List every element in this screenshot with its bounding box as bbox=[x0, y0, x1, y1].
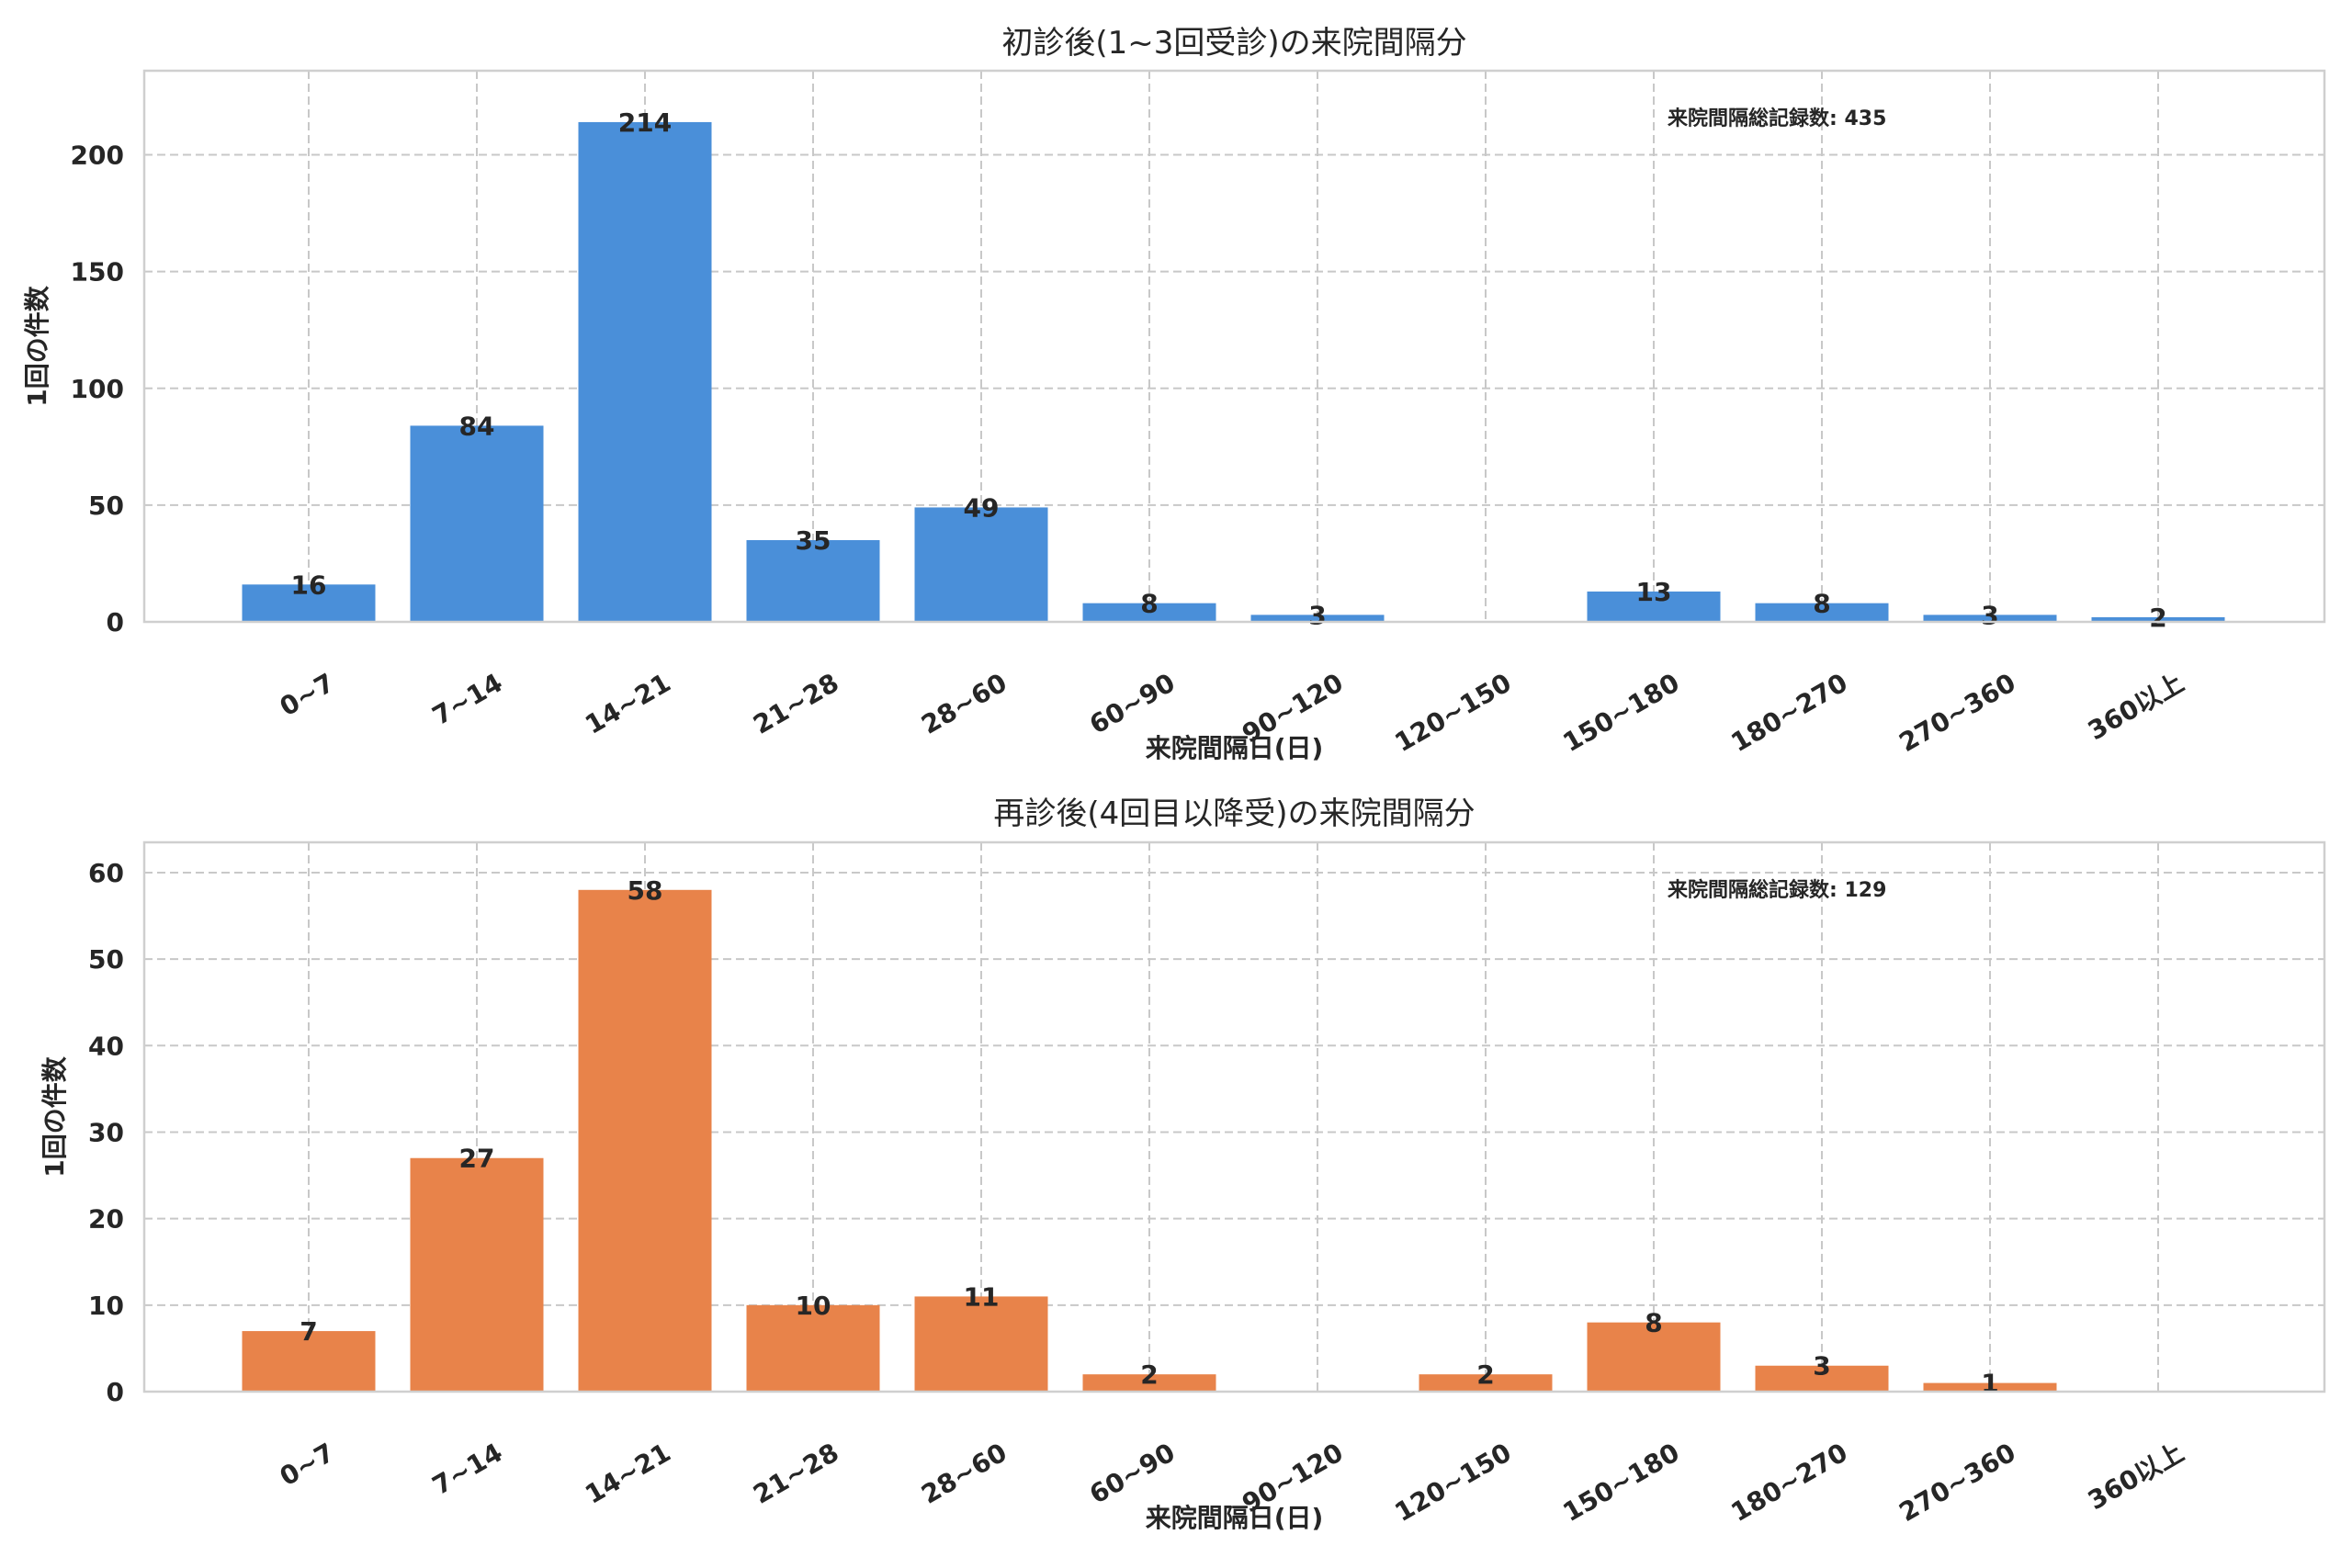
bar bbox=[746, 540, 880, 622]
bar-value-label: 10 bbox=[796, 1291, 831, 1321]
bar-value-label: 13 bbox=[1636, 577, 1672, 607]
bar bbox=[2091, 616, 2225, 622]
y-tick-label: 0 bbox=[107, 1377, 124, 1407]
x-tick-label: 150~180 bbox=[1557, 1437, 1684, 1528]
bar bbox=[914, 507, 1048, 622]
bar-value-label: 49 bbox=[964, 492, 1000, 523]
plot-frame bbox=[142, 840, 2326, 1393]
x-tick-label: 14~21 bbox=[580, 667, 675, 739]
bar-value-label: 1 bbox=[1981, 1369, 1998, 1399]
y-axis-label: 1回の件数 bbox=[40, 1055, 70, 1177]
x-tick-label: 120~150 bbox=[1389, 667, 1516, 758]
bar-value-label: 2 bbox=[1140, 1359, 1158, 1390]
bar bbox=[1250, 615, 1385, 622]
x-tick-label: 7~14 bbox=[427, 1437, 507, 1501]
bar bbox=[410, 425, 544, 622]
bar-value-label: 214 bbox=[618, 107, 672, 138]
x-tick-label: 180~270 bbox=[1725, 667, 1852, 758]
bar-value-label: 7 bbox=[300, 1316, 317, 1347]
bar-value-label: 8 bbox=[1813, 589, 1830, 619]
x-tick-label: 28~60 bbox=[916, 667, 1012, 739]
bar-value-label: 3 bbox=[1308, 600, 1326, 630]
x-tick-label: 28~60 bbox=[916, 1437, 1012, 1509]
bar bbox=[1419, 1374, 1553, 1392]
x-tick-label: 360以上 bbox=[2083, 1437, 2189, 1516]
y-axis-label: 1回の件数 bbox=[22, 285, 52, 406]
bar-value-label: 3 bbox=[1981, 600, 1998, 630]
bar bbox=[1755, 603, 1889, 622]
bar bbox=[1755, 1365, 1889, 1392]
bar bbox=[1923, 1382, 2057, 1392]
y-tick-label: 50 bbox=[88, 944, 124, 975]
bar-value-label: 58 bbox=[628, 875, 663, 906]
bar-value-label: 16 bbox=[291, 570, 327, 600]
bar bbox=[410, 1157, 544, 1392]
y-tick-label: 60 bbox=[88, 858, 124, 888]
x-tick-label: 270~360 bbox=[1894, 1437, 2020, 1528]
bar-value-label: 2 bbox=[2149, 603, 2166, 633]
x-tick-label: 180~270 bbox=[1725, 1437, 1852, 1528]
x-tick-label: 0~7 bbox=[275, 1437, 340, 1492]
x-tick-label: 7~14 bbox=[427, 667, 507, 731]
x-tick-label: 60~90 bbox=[1084, 667, 1180, 739]
bar bbox=[1587, 591, 1721, 622]
bar-value-label: 84 bbox=[459, 411, 495, 441]
chart-1: 初診後(1~3回受診)の来院間隔分 16 84 214 35 49 8 3 13 8 3 2 0 50 10… bbox=[22, 25, 2326, 763]
bar bbox=[578, 121, 712, 623]
bar-value-label: 35 bbox=[796, 525, 831, 556]
y-tick-label: 50 bbox=[88, 491, 124, 521]
bar-value-label: 8 bbox=[1645, 1308, 1662, 1338]
y-tick-label: 0 bbox=[107, 607, 124, 637]
bar bbox=[746, 1304, 880, 1392]
bar bbox=[242, 1331, 376, 1392]
x-tick-label: 0~7 bbox=[275, 667, 340, 722]
x-tick-label: 14~21 bbox=[580, 1437, 675, 1509]
x-tick-label: 60~90 bbox=[1084, 1437, 1180, 1509]
bar bbox=[578, 889, 712, 1392]
y-tick-label: 30 bbox=[88, 1117, 124, 1147]
y-tick-label: 40 bbox=[88, 1031, 124, 1061]
bar-value-label: 3 bbox=[1813, 1351, 1830, 1382]
x-axis-label: 来院間隔日(日) bbox=[1146, 733, 1324, 763]
x-tick-label: 120~150 bbox=[1389, 1437, 1516, 1528]
bar bbox=[914, 1296, 1048, 1392]
y-tick-label: 20 bbox=[88, 1204, 124, 1235]
x-axis-label: 来院間隔日(日) bbox=[1146, 1503, 1324, 1533]
y-tick-label: 200 bbox=[71, 141, 124, 171]
total-count-annotation: 来院間隔総記録数: 435 bbox=[1667, 107, 1886, 130]
bar bbox=[1082, 603, 1216, 622]
y-tick-label: 150 bbox=[71, 257, 124, 288]
x-tick-label: 21~28 bbox=[748, 667, 843, 739]
total-count-annotation: 来院間隔総記録数: 129 bbox=[1667, 878, 1886, 902]
bar bbox=[1082, 1374, 1216, 1392]
bar bbox=[1587, 1322, 1721, 1392]
bar bbox=[242, 584, 376, 622]
chart-title: 初診後(1~3回受診)の来院間隔分 bbox=[1001, 25, 1466, 62]
plot-frame bbox=[142, 69, 2326, 624]
bar-value-label: 27 bbox=[459, 1144, 495, 1174]
y-tick-label: 10 bbox=[88, 1291, 124, 1321]
x-tick-label: 270~360 bbox=[1894, 667, 2020, 758]
bar-value-label: 8 bbox=[1140, 589, 1158, 619]
bar-value-label: 2 bbox=[1476, 1359, 1494, 1390]
y-tick-label: 100 bbox=[71, 374, 124, 404]
chart-title: 再診後(4回目以降受)の来院間隔分 bbox=[993, 795, 1475, 832]
x-tick-label: 21~28 bbox=[748, 1437, 843, 1509]
x-tick-label: 360以上 bbox=[2083, 667, 2189, 746]
bar bbox=[1923, 615, 2057, 622]
x-tick-label: 150~180 bbox=[1557, 667, 1684, 758]
bar-value-label: 11 bbox=[964, 1281, 1000, 1312]
